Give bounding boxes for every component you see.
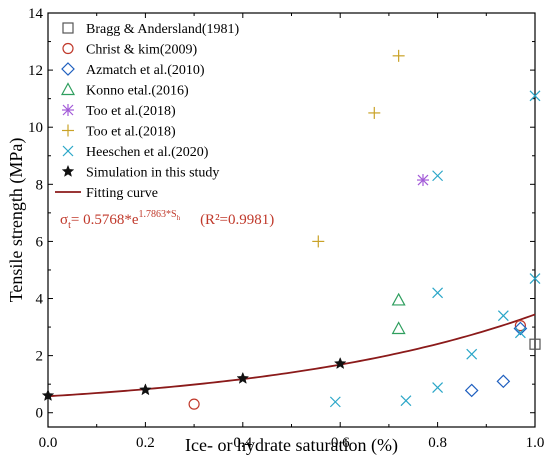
eq-main: = 0.5768*e: [71, 212, 139, 228]
legend-marker-x: [62, 145, 74, 157]
data-point-triangle: [391, 292, 406, 306]
data-point-triangle: [391, 321, 406, 335]
legend-label: Too et al.(2018): [86, 104, 176, 119]
y-tick-label: 12: [28, 63, 43, 79]
data-point-circle: [514, 320, 526, 332]
eq-sigma-sub: t: [68, 220, 71, 231]
data-point-x: [466, 348, 478, 360]
legend-label: Konno etal.(2016): [86, 84, 189, 99]
legend-marker-asterisk: [62, 104, 74, 116]
fitting-curve: [47, 313, 536, 398]
data-point-asterisk: [416, 174, 429, 187]
plot-area: 0.0 0.2 0.4 0.6 0.8 1.0 0 2 4 6 8 10 12 14: [28, 6, 544, 451]
x-tick-label: 0.0: [39, 435, 58, 451]
data-point-plus: [392, 49, 405, 62]
legend-label: Too et al.(2018): [86, 125, 176, 140]
data-point-star: [139, 383, 152, 396]
data-point-star: [41, 388, 55, 402]
legend-marker-diamond: [61, 62, 75, 76]
data-point-x: [432, 382, 444, 394]
legend-marker-circle: [62, 42, 74, 55]
y-tick-label: 2: [36, 349, 44, 365]
data-point-square: [529, 338, 541, 350]
data-point-x: [329, 396, 341, 408]
data-point-x: [497, 310, 509, 322]
legend-label: Fitting curve: [86, 186, 158, 201]
legend: Bragg & Andersland(1981) Christ & kim(200…: [55, 22, 240, 201]
eq-r2: (R²=0.9981): [200, 212, 274, 228]
eq-exponent-sub: h: [177, 214, 181, 222]
data-point-plus: [368, 106, 381, 119]
fit-equation: σt= 0.5768*e1.7863*Sh (R²=0.9981): [60, 209, 274, 231]
y-tick-label: 14: [28, 6, 44, 22]
legend-label: Heeschen et al.(2020): [86, 145, 209, 160]
data-point-diamond: [496, 374, 511, 389]
x-tick-label: 0.4: [233, 435, 252, 451]
data-point-x: [432, 287, 444, 299]
y-tick-label: 4: [36, 292, 44, 308]
data-point-star: [333, 356, 347, 370]
y-tick-label: 10: [28, 120, 43, 136]
data-point-diamond: [464, 383, 479, 398]
data-point-diamond: [513, 321, 528, 336]
legend-marker-square: [62, 22, 74, 34]
y-tick-label: 8: [36, 177, 44, 193]
data-point-x: [514, 327, 526, 339]
y-axis: 0 2 4 6 8 10 12 14: [28, 6, 535, 422]
legend-label: Azmatch et al.(2010): [86, 63, 205, 78]
data-point-x: [400, 395, 412, 407]
y-tick-label: 6: [36, 234, 44, 250]
legend-marker-star: [61, 164, 75, 177]
x-tick-label: 0.8: [428, 435, 447, 451]
x-tick-label: 0.6: [331, 435, 350, 451]
eq-exponent: 1.7863*S: [139, 209, 177, 220]
x-axis-label: Ice- or hydrate saturation (%): [185, 435, 398, 456]
y-tick-label: 0: [36, 406, 44, 422]
data-point-x: [432, 170, 444, 182]
data-point-circle: [188, 398, 200, 410]
data-point-star: [236, 371, 250, 384]
data-point-plus: [312, 235, 325, 248]
legend-label: Christ & kim(2009): [86, 43, 198, 58]
data-point-x: [529, 273, 541, 284]
x-axis: 0.0 0.2 0.4 0.6 0.8 1.0: [39, 13, 545, 451]
legend-marker-plus: [62, 124, 74, 137]
data-point-x: [529, 90, 541, 102]
x-tick-label: 0.2: [136, 435, 155, 451]
legend-label: Bragg & Andersland(1981): [86, 22, 240, 37]
legend-marker-triangle: [60, 82, 76, 96]
data-points: [41, 49, 541, 410]
eq-sigma: σ: [60, 212, 68, 228]
y-axis-label: Tensile strength (MPa): [6, 138, 27, 303]
legend-label: Simulation in this study: [86, 166, 219, 181]
x-tick-label: 1.0: [526, 435, 545, 451]
